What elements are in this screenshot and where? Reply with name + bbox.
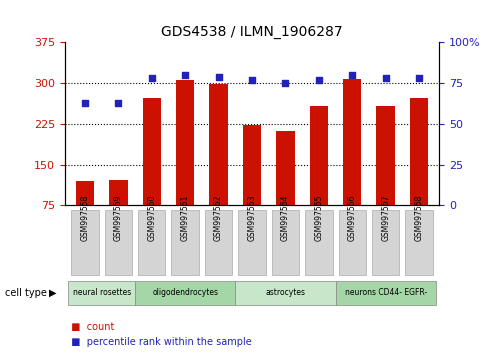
Point [114,100,122,105]
Point [281,80,289,86]
Text: ■  count: ■ count [65,322,114,332]
Bar [109,180,128,205]
Text: GSM997567: GSM997567 [381,194,390,241]
Bar [138,210,166,275]
Bar [310,106,328,205]
Bar [276,131,294,205]
Text: GSM997561: GSM997561 [181,194,190,241]
Bar [305,210,332,275]
Bar [210,84,228,205]
Bar [343,79,361,205]
Bar [376,106,395,205]
Bar [135,281,236,305]
Bar [239,210,265,275]
Point [181,72,189,78]
Text: oligodendrocytes: oligodendrocytes [152,289,218,297]
Bar [272,210,299,275]
Bar [143,98,161,205]
Text: GSM997568: GSM997568 [415,194,424,241]
Text: ▶: ▶ [48,288,56,298]
Point [348,72,356,78]
Text: GSM997564: GSM997564 [281,194,290,241]
Text: GSM997558: GSM997558 [80,194,89,241]
Bar [372,210,399,275]
Bar [236,281,335,305]
Bar [176,80,194,205]
Text: astrocytes: astrocytes [265,289,305,297]
Text: GSM997565: GSM997565 [314,194,323,241]
Text: cell type: cell type [5,288,47,298]
Bar [105,210,132,275]
Bar [405,210,433,275]
Text: GSM997559: GSM997559 [114,194,123,241]
Point [248,77,256,83]
Bar [68,281,135,305]
Text: GSM997566: GSM997566 [348,194,357,241]
Title: GDS4538 / ILMN_1906287: GDS4538 / ILMN_1906287 [161,25,343,39]
Point [415,75,423,81]
Bar [205,210,232,275]
Bar [410,98,428,205]
Text: GSM997562: GSM997562 [214,194,223,241]
Text: neurons CD44- EGFR-: neurons CD44- EGFR- [344,289,427,297]
Text: GSM997563: GSM997563 [248,194,256,241]
Text: ■  percentile rank within the sample: ■ percentile rank within the sample [65,337,251,347]
Point [148,75,156,81]
Point [81,100,89,105]
Point [382,75,390,81]
Bar [172,210,199,275]
Bar [335,281,436,305]
Bar [71,210,99,275]
Text: GSM997560: GSM997560 [147,194,156,241]
Text: neural rosettes: neural rosettes [72,289,131,297]
Bar [338,210,366,275]
Point [215,74,223,80]
Bar [76,181,94,205]
Bar [243,125,261,205]
Point [315,77,323,83]
